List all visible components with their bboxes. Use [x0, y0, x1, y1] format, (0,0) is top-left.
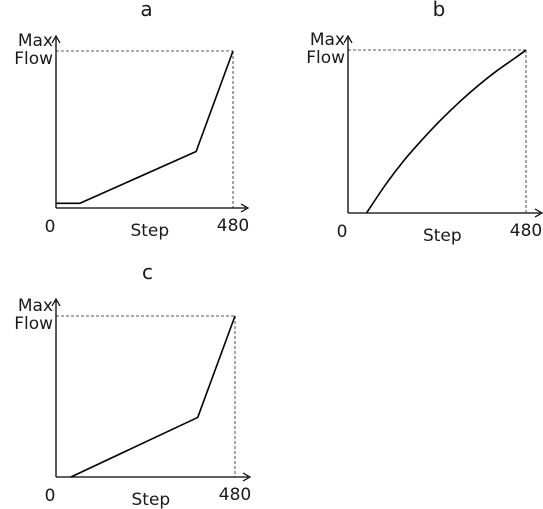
x-tick-label-0: 0	[45, 486, 56, 506]
chart-title: b	[433, 0, 446, 21]
y-axis-label-line-1: Max	[18, 31, 53, 51]
x-axis-label: Step	[132, 490, 171, 509]
x-axis-label: Step	[130, 221, 169, 241]
x-tick-label-0: 0	[337, 222, 348, 242]
x-tick-label-0: 0	[45, 217, 56, 237]
chart-title: a	[140, 0, 152, 21]
x-axis-label: Step	[423, 226, 462, 246]
y-axis-label-line-1: Max	[310, 30, 345, 50]
series-line-0	[367, 50, 526, 213]
x-tick-label-480: 480	[217, 216, 249, 236]
y-axis-label-line-2: Flow	[14, 49, 53, 69]
y-axis-label-line-2: Flow	[306, 48, 345, 68]
series-line-0	[56, 51, 233, 203]
x-tick-label-480: 480	[219, 485, 251, 505]
series-line-0	[71, 316, 235, 477]
y-axis-label-line-1: Max	[18, 296, 53, 316]
chart-title: c	[142, 260, 153, 284]
y-axis-label-line-2: Flow	[14, 314, 53, 334]
x-tick-label-480: 480	[510, 221, 542, 241]
